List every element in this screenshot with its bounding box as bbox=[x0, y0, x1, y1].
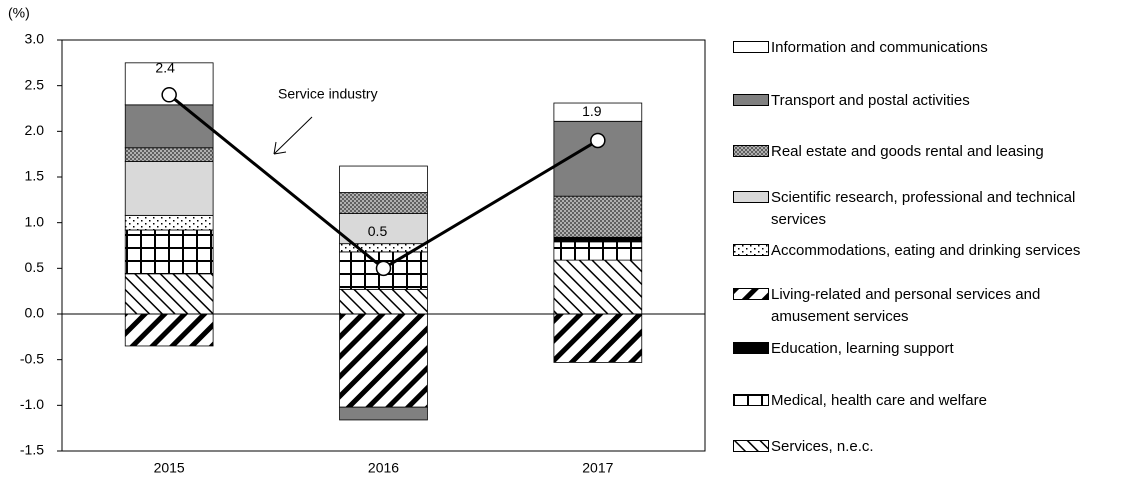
legend-swatch bbox=[733, 244, 769, 256]
legend-swatch-fill bbox=[733, 342, 769, 354]
line-marker bbox=[375, 260, 392, 277]
legend-label: Information and communications bbox=[771, 39, 988, 56]
legend-swatch bbox=[733, 288, 769, 300]
data-label: 1.9 bbox=[582, 103, 602, 119]
bar-segment bbox=[124, 313, 214, 347]
legend-entry: Transport and postal activities bbox=[733, 90, 1113, 112]
bar-segment bbox=[339, 313, 428, 408]
bar-segment bbox=[339, 406, 428, 421]
legend-swatch bbox=[733, 191, 769, 203]
line-marker bbox=[161, 87, 177, 103]
annotation: Service industry bbox=[278, 86, 378, 102]
y-tick-label: 3.0 bbox=[25, 31, 45, 47]
y-tick-label: 0.5 bbox=[25, 259, 45, 275]
y-tick-label: -0.5 bbox=[20, 350, 44, 366]
bar-segment bbox=[124, 161, 214, 216]
y-tick-label: 1.5 bbox=[25, 168, 45, 184]
plot-frame bbox=[61, 39, 706, 452]
legend-label: Living-related and personal services and… bbox=[771, 286, 1041, 325]
bar-segment bbox=[339, 288, 428, 315]
bar-segment bbox=[124, 104, 214, 149]
legend-entry: Education, learning support bbox=[733, 338, 1113, 360]
annotation-arrow bbox=[273, 116, 313, 155]
legend-swatch bbox=[733, 342, 769, 354]
x-tick-label: 2015 bbox=[154, 460, 185, 476]
legend-swatch bbox=[733, 394, 769, 406]
y-tick-label: 1.0 bbox=[25, 213, 45, 229]
legend-swatch-fill bbox=[733, 145, 769, 157]
bar-segment bbox=[124, 229, 214, 275]
legend-swatch bbox=[733, 440, 769, 452]
y-tick-label: 2.0 bbox=[25, 122, 45, 138]
data-label: 2.4 bbox=[155, 60, 175, 76]
legend-swatch-fill bbox=[733, 288, 769, 300]
bar-segment bbox=[124, 147, 214, 162]
legend-entry: Services, n.e.c. bbox=[733, 436, 1113, 458]
data-label: 0.5 bbox=[368, 223, 388, 239]
bar-segment bbox=[553, 313, 643, 363]
legend-entry: Information and communications bbox=[733, 37, 1113, 59]
legend-entry: Scientific research, professional and te… bbox=[733, 187, 1113, 231]
legend-swatch-fill bbox=[733, 191, 769, 203]
line-marker bbox=[590, 132, 606, 149]
legend-swatch-fill bbox=[733, 440, 769, 452]
annotation-arrowhead bbox=[273, 141, 287, 155]
legend-label: Medical, health care and welfare bbox=[771, 392, 987, 409]
y-tick-label: 0.0 bbox=[25, 305, 45, 321]
bar-segment bbox=[339, 165, 428, 193]
legend-entry: Accommodations, eating and drinking serv… bbox=[733, 240, 1113, 262]
x-tick-label: 2017 bbox=[582, 460, 613, 476]
bar-segment bbox=[124, 273, 214, 315]
y-tick-label: -1.5 bbox=[20, 442, 44, 458]
bar-segment bbox=[553, 241, 643, 261]
legend-swatch-fill bbox=[733, 94, 769, 106]
legend-label: Accommodations, eating and drinking serv… bbox=[771, 242, 1081, 259]
bar-segment bbox=[553, 259, 643, 315]
legend-entry: Living-related and personal services and… bbox=[733, 284, 1113, 328]
y-tick-label: 2.5 bbox=[25, 76, 45, 92]
legend-swatch bbox=[733, 94, 769, 106]
legend-swatch-fill bbox=[733, 41, 769, 53]
legend-swatch-fill bbox=[733, 394, 769, 406]
legend-entry: Medical, health care and welfare bbox=[733, 390, 1113, 412]
legend-label: Transport and postal activities bbox=[771, 92, 970, 109]
bar-segment bbox=[553, 102, 643, 122]
legend-label: Education, learning support bbox=[771, 340, 954, 357]
y-tick-label: -1.0 bbox=[20, 396, 44, 412]
legend-swatch bbox=[733, 41, 769, 53]
y-axis-label: (%) bbox=[8, 5, 30, 21]
chart: (%) 3.0 2.5 2.0 1.5 1.0 0.5 0.0 -0.5 -1.0 -1.5 201… bbox=[8, 5, 706, 476]
bar-segment bbox=[124, 214, 214, 231]
bar-segment bbox=[553, 195, 643, 238]
x-tick-label: 2016 bbox=[368, 460, 399, 476]
bar-segment bbox=[553, 236, 643, 243]
legend-swatch-fill bbox=[733, 244, 769, 256]
legend-entry: Real estate and goods rental and leasing bbox=[733, 141, 1113, 163]
legend-label: Services, n.e.c. bbox=[771, 438, 874, 455]
legend-swatch bbox=[733, 145, 769, 157]
bar-segment bbox=[339, 213, 428, 245]
legend-label: Real estate and goods rental and leasing bbox=[771, 143, 1044, 160]
legend-label: Scientific research, professional and te… bbox=[771, 189, 1076, 228]
bar-segment bbox=[339, 192, 428, 214]
